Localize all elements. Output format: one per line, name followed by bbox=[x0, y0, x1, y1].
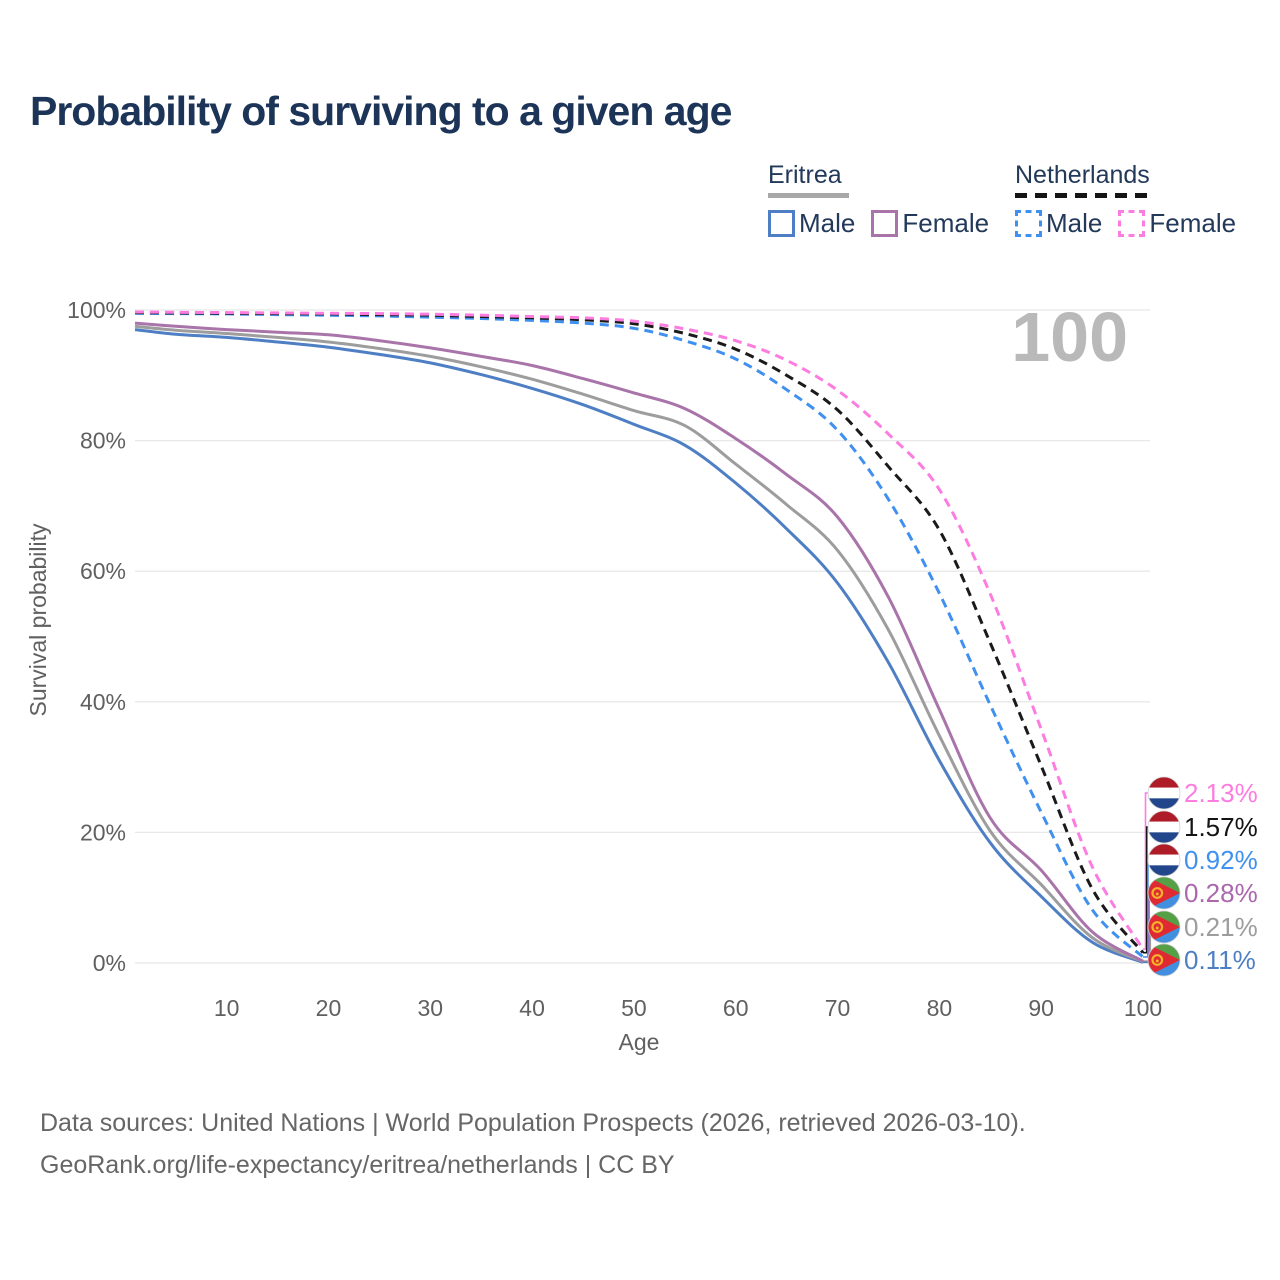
curve-er_male bbox=[134, 328, 1144, 964]
footer: Data sources: United Nations | World Pop… bbox=[40, 1102, 1026, 1186]
footer-data-sources: Data sources: United Nations | World Pop… bbox=[40, 1109, 1026, 1137]
legend-label-netherlands-male[interactable]: Male bbox=[1046, 208, 1103, 238]
page-title: Probability of surviving to a given age bbox=[30, 88, 732, 134]
end-label-er_both: 0.21% bbox=[1184, 912, 1258, 942]
curve-nl_female bbox=[134, 310, 1145, 950]
legend-label-netherlands-female[interactable]: Female bbox=[1149, 208, 1237, 238]
legend-swatch-netherlands-male[interactable] bbox=[1015, 210, 1042, 237]
eritrea-flag-icon bbox=[1147, 876, 1181, 910]
legend-group-netherlands: Netherlands Male Female bbox=[1015, 160, 1236, 239]
x-tick-label-30: 30 bbox=[417, 995, 443, 1021]
curve-nl_male bbox=[134, 311, 1145, 959]
x-tick-label-100: 100 bbox=[1124, 995, 1162, 1021]
legend-line-swatch-eritrea bbox=[768, 193, 849, 198]
legend-swatch-eritrea-female[interactable] bbox=[871, 210, 899, 237]
eritrea-flag-icon bbox=[1147, 910, 1181, 944]
y-tick-label-20%: 20% bbox=[80, 819, 126, 845]
end-label-nl_male: 0.92% bbox=[1184, 845, 1258, 875]
footer-attribution: GeoRank.org/life-expectancy/eritrea/neth… bbox=[40, 1151, 675, 1179]
y-tick-label-80%: 80% bbox=[80, 428, 126, 454]
legend-line-swatch-netherlands bbox=[1015, 193, 1148, 198]
end-label-nl_both: 1.57% bbox=[1184, 812, 1258, 842]
y-tick-label-100%: 100% bbox=[67, 297, 126, 323]
netherlands-flag-icon bbox=[1147, 843, 1181, 877]
y-axis-title: Survival probability bbox=[25, 523, 51, 717]
legend-swatch-eritrea-male[interactable] bbox=[768, 210, 795, 237]
legend-label-eritrea-male[interactable]: Male bbox=[799, 208, 856, 238]
x-tick-label-70: 70 bbox=[825, 995, 851, 1021]
watermark-age-100: 100 bbox=[1011, 298, 1128, 376]
x-tick-label-50: 50 bbox=[621, 995, 647, 1021]
y-tick-label-40%: 40% bbox=[80, 689, 126, 715]
end-label-er_female: 0.28% bbox=[1184, 878, 1258, 908]
legend-group-eritrea: Eritrea Male Female bbox=[768, 160, 989, 239]
y-tick-label-60%: 60% bbox=[80, 558, 126, 584]
x-axis-tick-labels: 10 20 30 40 50 60 70 80 90 100 bbox=[214, 995, 1162, 1021]
x-tick-label-90: 90 bbox=[1028, 995, 1054, 1021]
y-axis-tick-labels: 0% 20% 40% 60% 80% 100% bbox=[67, 297, 126, 976]
netherlands-flag-icon bbox=[1147, 776, 1181, 810]
x-tick-label-40: 40 bbox=[519, 995, 545, 1021]
legend-label-eritrea-female[interactable]: Female bbox=[902, 208, 990, 238]
gridlines bbox=[135, 309, 1150, 964]
x-tick-label-10: 10 bbox=[214, 995, 240, 1021]
end-label-nl_female: 2.13% bbox=[1184, 778, 1258, 808]
legend-title-eritrea: Eritrea bbox=[768, 161, 842, 189]
curve-er_both bbox=[134, 324, 1144, 963]
legend-title-netherlands: Netherlands bbox=[1015, 161, 1150, 189]
end-label-er_male: 0.11% bbox=[1184, 945, 1256, 975]
flag-icons bbox=[1147, 776, 1181, 977]
survival-curves bbox=[134, 310, 1145, 964]
end-value-labels: 2.13% 1.57%0.92%0.28% 0.21%0.11% bbox=[1184, 778, 1258, 975]
curve-nl_both bbox=[134, 311, 1145, 954]
x-tick-label-20: 20 bbox=[316, 995, 342, 1021]
y-tick-label-0%: 0% bbox=[93, 950, 126, 976]
x-tick-label-60: 60 bbox=[723, 995, 749, 1021]
x-tick-label-80: 80 bbox=[927, 995, 953, 1021]
netherlands-flag-icon bbox=[1147, 810, 1181, 844]
x-axis-title: Age bbox=[619, 1029, 660, 1055]
curve-er_female bbox=[134, 321, 1144, 963]
legend-swatch-netherlands-female[interactable] bbox=[1118, 210, 1146, 237]
eritrea-flag-icon bbox=[1147, 943, 1181, 977]
